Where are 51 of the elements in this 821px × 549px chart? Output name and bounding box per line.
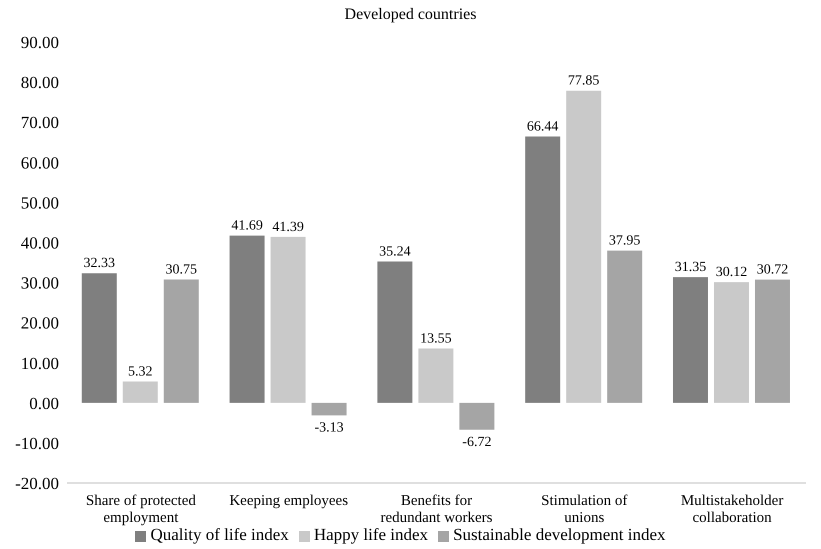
bar [377, 262, 412, 403]
bar [672, 277, 708, 403]
y-tick-label: 40.00 [20, 233, 59, 252]
bar [122, 381, 158, 403]
bar [714, 282, 749, 403]
y-tick-label: 90.00 [20, 33, 59, 52]
data-label: 41.69 [231, 218, 263, 234]
legend-label: Quality of life index [150, 525, 289, 544]
bar [525, 136, 560, 403]
bar [418, 348, 454, 403]
data-label: 30.72 [756, 262, 788, 278]
y-tick-label: 70.00 [20, 113, 59, 132]
legend-label: Happy life index [314, 525, 428, 544]
bar [566, 90, 602, 403]
bar [607, 250, 642, 403]
bar [312, 402, 347, 416]
data-label: 41.39 [272, 220, 304, 235]
data-label: 5.32 [128, 364, 153, 380]
data-label: -6.72 [462, 434, 492, 450]
x-tick-label: Stimulation of unions [541, 493, 628, 526]
x-tick-label: Share of protected employment [86, 493, 196, 526]
y-tick-label: 80.00 [20, 73, 59, 92]
data-label: 35.24 [379, 244, 411, 260]
y-tick-label: -10.00 [15, 434, 59, 453]
data-label: 13.55 [420, 331, 452, 346]
x-tick-label: Multistakeholder collaboration [680, 493, 784, 526]
bar [459, 402, 494, 430]
y-tick-label: 30.00 [20, 274, 59, 293]
legend-label: Sustainable development index [453, 525, 666, 544]
bar [230, 236, 265, 403]
data-label: -3.13 [314, 420, 344, 436]
x-tick-label: Keeping employees [229, 493, 348, 509]
data-label: 32.33 [84, 256, 116, 272]
data-label: 77.85 [568, 74, 600, 89]
chart-title: Developed countries [344, 6, 478, 24]
y-tick-label: 20.00 [20, 314, 59, 333]
data-label: 31.35 [674, 260, 706, 276]
bar [270, 236, 306, 403]
bar [164, 280, 199, 403]
data-label: 30.75 [166, 262, 198, 278]
data-label: 66.44 [526, 119, 558, 134]
data-label: 30.12 [716, 265, 748, 280]
y-tick-label: 60.00 [20, 153, 59, 172]
y-tick-label: 0.00 [29, 394, 59, 413]
data-label: 37.95 [608, 234, 640, 249]
bar [82, 273, 117, 403]
x-tick-label: Benefits for redundant workers [380, 493, 493, 526]
y-tick-label: -20.00 [15, 474, 59, 494]
y-tick-label: 50.00 [20, 193, 59, 212]
y-tick-label: 10.00 [20, 354, 59, 373]
bar [754, 280, 790, 403]
